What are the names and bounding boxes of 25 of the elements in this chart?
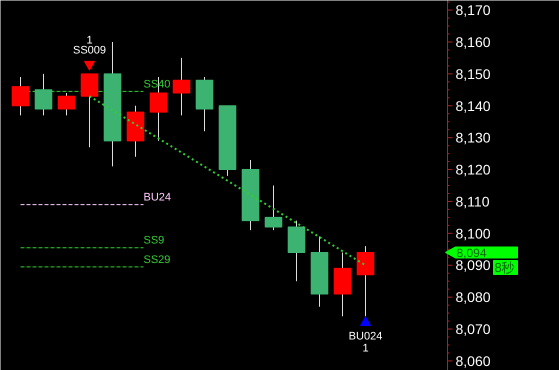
y-tick-label: 8,140 xyxy=(456,98,491,114)
y-tick-label: 8,110 xyxy=(456,193,490,210)
y-tick-label: 8,170 xyxy=(456,2,491,18)
candlestick xyxy=(58,92,76,116)
candlestick xyxy=(172,57,190,116)
series-label: BU024 1 xyxy=(348,330,382,355)
text: 8,094 xyxy=(456,246,487,260)
candlestick xyxy=(34,73,52,116)
y-tick-label: 8,120 xyxy=(456,162,491,178)
ref-line-label: BU24 xyxy=(144,192,172,204)
candlestick xyxy=(264,185,282,231)
ref-line-label: SS9 xyxy=(144,234,164,247)
candlestick xyxy=(12,76,30,116)
y-tick-label: 8,080 xyxy=(456,289,491,306)
candlestick xyxy=(80,73,98,148)
y-tick-label: 8,150 xyxy=(456,66,491,82)
series-label: 1 SS009 xyxy=(72,34,106,56)
y-tick-label: 8,160 xyxy=(456,34,491,50)
y-tick-label: 8,090 xyxy=(456,257,491,274)
y-tick-label: 8,070 xyxy=(456,321,491,338)
y-tick-label: 8,130 xyxy=(456,130,491,146)
text: 8秒 xyxy=(494,260,515,275)
y-tick-label: 8,100 xyxy=(456,225,491,242)
ref-line-label: SS29 xyxy=(144,254,170,266)
y-tick-label: 8,060 xyxy=(456,352,491,369)
